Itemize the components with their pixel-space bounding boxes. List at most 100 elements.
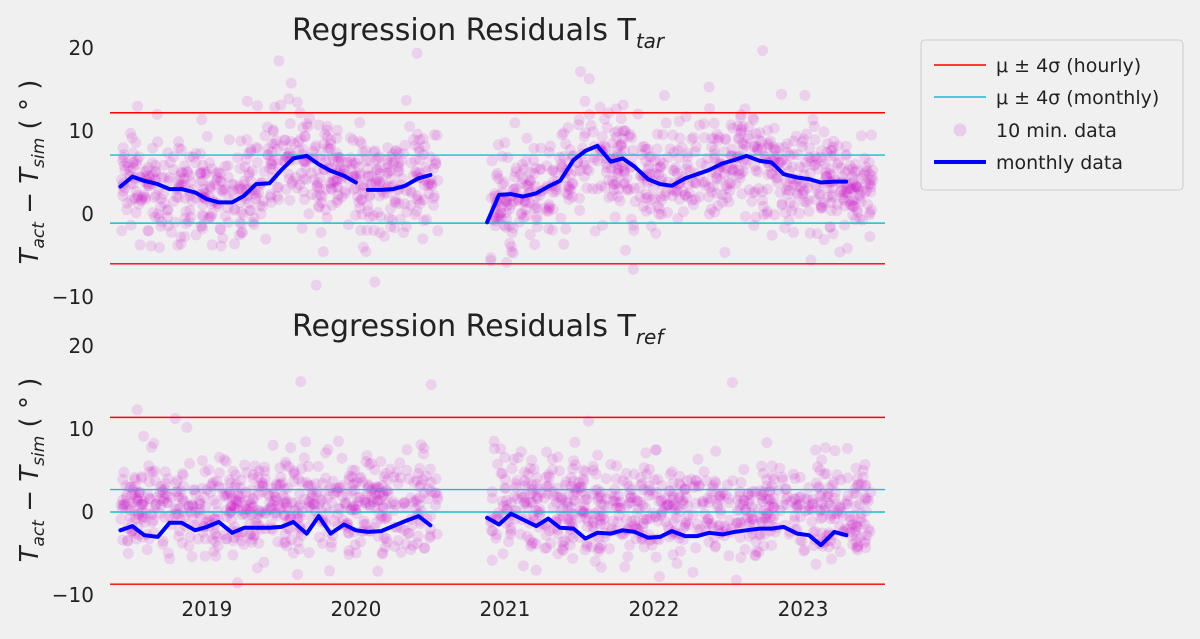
scatter-point — [755, 493, 767, 505]
scatter-point — [293, 543, 305, 555]
scatter-point — [579, 489, 591, 501]
scatter-point — [267, 163, 279, 175]
scatter-point — [604, 543, 615, 555]
scatter-point — [847, 209, 859, 221]
scatter-point — [369, 276, 381, 288]
scatter-point — [562, 180, 573, 192]
scatter-point — [346, 158, 358, 170]
scatter-point — [315, 504, 327, 516]
scatter-point — [800, 156, 812, 168]
scatter-point — [190, 229, 202, 241]
scatter-point — [149, 192, 161, 203]
title-subscript: tar — [636, 29, 666, 53]
scatter-point — [507, 247, 519, 259]
scatter-point — [117, 534, 129, 546]
scatter-point — [762, 169, 774, 181]
scatter-point — [349, 539, 361, 551]
scatter-point — [493, 173, 505, 185]
scatter-point — [357, 476, 369, 488]
scatter-point — [157, 495, 169, 507]
scatter-point — [288, 465, 300, 477]
scatter-point — [140, 193, 152, 205]
scatter-point — [162, 547, 174, 559]
scatter-point — [301, 118, 313, 130]
scatter-point — [195, 167, 207, 179]
scatter-point — [543, 525, 555, 537]
scatter-point — [798, 545, 810, 557]
scatter-point — [378, 230, 390, 242]
scatter-point — [742, 489, 754, 501]
scatter-point — [534, 163, 546, 175]
scatter-point — [705, 493, 717, 505]
scatter-point — [298, 452, 310, 464]
legend-frame — [920, 39, 1184, 191]
scatter-point — [756, 194, 768, 206]
scatter-point — [625, 496, 637, 508]
scatter-point — [127, 147, 139, 159]
scatter-point — [413, 142, 425, 154]
scatter-point — [637, 200, 649, 212]
scatter-point — [253, 537, 265, 549]
scatter-point — [304, 497, 316, 509]
scatter-point — [300, 436, 312, 448]
scatter-point — [157, 485, 169, 497]
scatter-point — [780, 184, 792, 196]
scatter-point — [374, 190, 385, 202]
scatter-point — [637, 499, 649, 511]
scatter-point — [826, 145, 838, 157]
scatter-point — [187, 501, 199, 513]
scatter-point — [565, 184, 577, 196]
scatter-point — [124, 165, 136, 177]
scatter-point — [222, 160, 234, 172]
scatter-point — [181, 422, 193, 433]
scatter-point — [118, 466, 130, 478]
scatter-point — [812, 163, 824, 175]
scatter-point — [150, 159, 161, 171]
scatter-point — [781, 138, 793, 150]
scatter-point — [277, 490, 289, 502]
scatter-point — [652, 473, 664, 485]
scatter-point — [743, 517, 755, 529]
scatter-point — [565, 472, 577, 484]
scatter-point — [619, 166, 631, 178]
scatter-point — [214, 175, 226, 187]
scatter-point — [603, 192, 615, 203]
scatter-point — [380, 533, 392, 545]
scatter-point — [636, 478, 648, 490]
scatter-point — [272, 154, 284, 166]
scatter-point — [213, 467, 225, 479]
scatter-point — [724, 185, 736, 197]
scatter-point — [863, 157, 875, 169]
scatter-point — [239, 459, 251, 471]
scatter-point — [196, 482, 208, 494]
scatter-point — [251, 513, 263, 525]
scatter-point — [355, 180, 367, 192]
y-axis-label-tar: Tact − Tsim ( ° ) — [15, 80, 49, 265]
scatter-point — [126, 132, 138, 144]
scatter-point — [377, 177, 388, 189]
scatter-point — [237, 504, 249, 516]
scatter-point — [815, 199, 827, 211]
scatter-point — [740, 504, 752, 516]
scatter-point — [612, 164, 624, 176]
scatter-point — [820, 468, 832, 479]
scatter-point — [798, 185, 810, 197]
scatter-point — [353, 496, 365, 508]
scatter-point — [743, 495, 755, 506]
scatter-point — [765, 135, 776, 147]
scatter-point — [497, 500, 509, 512]
scatter-point — [348, 501, 360, 513]
scatter-point — [560, 223, 572, 235]
scatter-point — [522, 180, 534, 192]
scatter-point — [233, 229, 245, 241]
scatter-point — [667, 477, 679, 489]
scatter-point — [810, 558, 822, 570]
scatter-point — [560, 187, 572, 199]
scatter-point — [137, 191, 149, 203]
scatter-point — [499, 482, 511, 494]
scatter-point — [404, 185, 416, 197]
scatter-point — [415, 479, 427, 491]
scatter-point — [424, 530, 436, 542]
scatter-point — [279, 134, 291, 146]
scatter-point — [271, 190, 283, 202]
